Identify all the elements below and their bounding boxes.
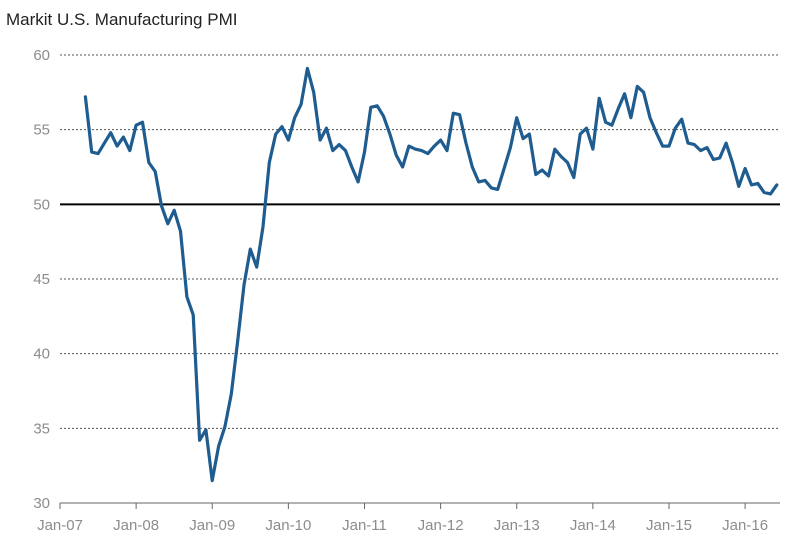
x-tick-label-Jan-11: Jan-11 [342, 517, 387, 534]
y-tick-label-35: 35 [33, 420, 50, 437]
x-tick-label-Jan-07: Jan-07 [37, 517, 83, 534]
y-tick-label-30: 30 [33, 495, 50, 512]
gridlines [60, 54, 780, 429]
x-tick-label-Jan-13: Jan-13 [494, 517, 540, 534]
x-tick-label-Jan-12: Jan-12 [418, 517, 464, 534]
x-tick-label-Jan-14: Jan-14 [570, 517, 616, 534]
y-axis-tick-labels: 30 35 40 45 50 55 60 [33, 47, 50, 512]
y-tick-label-40: 40 [33, 346, 50, 363]
x-tick-label-Jan-10: Jan-10 [265, 517, 311, 534]
x-tick-label-Jan-15: Jan-15 [646, 517, 692, 534]
series-line-0 [83, 66, 779, 483]
x-tick-label-Jan-09: Jan-09 [189, 517, 235, 534]
y-tick-label-50: 50 [33, 196, 50, 213]
x-axis-tick-labels: Jan-07 Jan-08 Jan-09 Jan-10 Jan-11 Jan-12 Jan-… [37, 517, 768, 534]
y-tick-label-55: 55 [33, 122, 50, 139]
x-axis [59, 502, 780, 509]
y-tick-label-60: 60 [33, 47, 50, 64]
series-group [83, 66, 779, 483]
x-tick-label-Jan-16: Jan-16 [722, 517, 768, 534]
chart-title: Markit U.S. Manufacturing PMI [6, 10, 238, 29]
x-tick-label-Jan-08: Jan-08 [113, 517, 159, 534]
y-tick-label-45: 45 [33, 271, 50, 288]
